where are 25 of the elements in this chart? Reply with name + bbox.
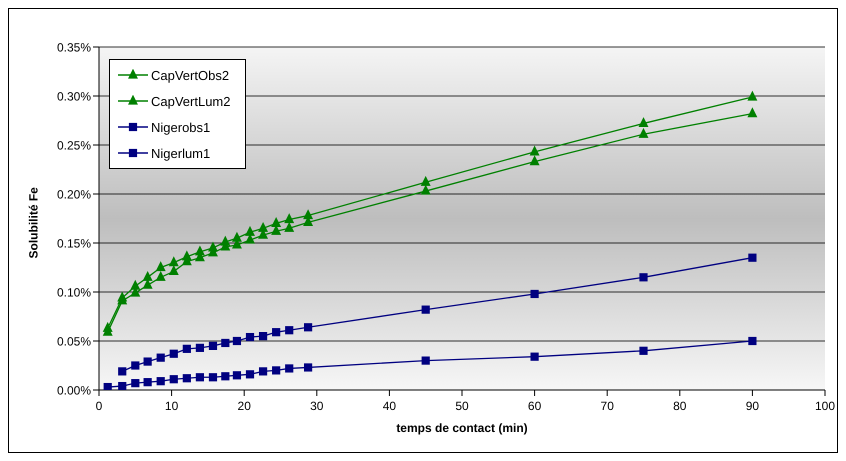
- legend-label: CapVertObs2: [151, 68, 230, 82]
- y-tick-label: 0.35%: [56, 40, 92, 54]
- y-tick-label: 0.30%: [56, 89, 92, 104]
- y-tick-label: 0.15%: [56, 236, 92, 250]
- x-tick-label: 40: [382, 399, 396, 413]
- x-tick-label: 30: [310, 399, 324, 413]
- y-axis-title: Solubilité Fe: [26, 186, 40, 258]
- y-tick-label: 0.20%: [56, 187, 92, 202]
- y-tick-label: 0.10%: [56, 285, 92, 300]
- x-tick-label: 90: [746, 399, 760, 413]
- legend-label: Nigerobs1: [151, 120, 210, 134]
- x-tick-label: 50: [455, 399, 469, 413]
- x-tick-label: 70: [600, 399, 614, 413]
- legend-label: Nigerlum1: [151, 146, 210, 160]
- y-tick-label: 0.25%: [56, 138, 92, 152]
- x-tick-label: 60: [528, 399, 542, 413]
- x-tick-label: 20: [238, 399, 252, 413]
- y-tick-label: 0.00%: [56, 383, 92, 398]
- x-tick-label: 10: [164, 399, 179, 413]
- x-tick-label: 80: [673, 399, 687, 413]
- x-tick-label: 100: [814, 399, 836, 413]
- legend-label: CapVertLum2: [151, 94, 230, 108]
- x-tick-label: 0: [96, 399, 103, 413]
- y-tick-label: 0.05%: [56, 334, 92, 348]
- x-axis-title: temps de contact (min): [396, 421, 528, 435]
